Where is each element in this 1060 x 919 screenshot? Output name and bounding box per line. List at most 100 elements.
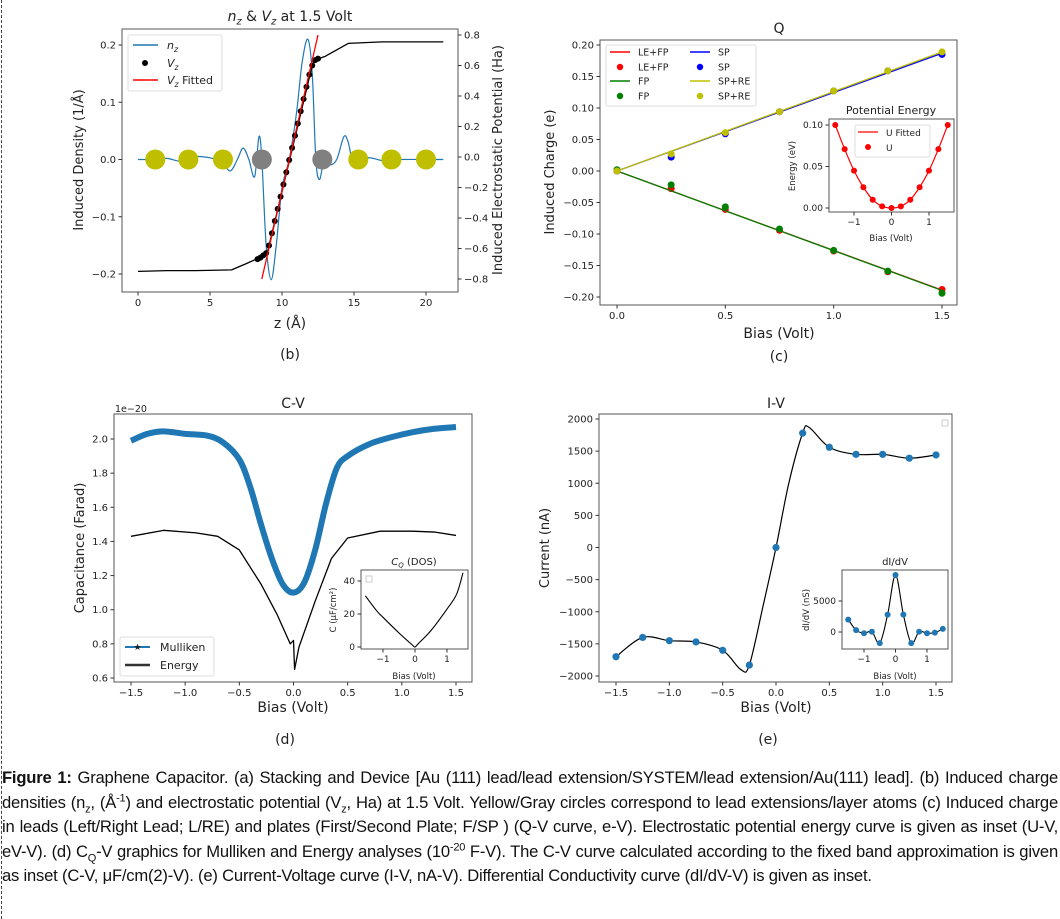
inset-legend-label: U	[886, 144, 893, 154]
y-tick-label: −1500	[559, 639, 593, 650]
series-energy-line	[130, 529, 457, 671]
x-tick-label: 1.0	[394, 688, 410, 699]
chart-title-part: z	[236, 17, 243, 28]
inset-title: dI/dV	[882, 557, 908, 568]
atom-circle	[212, 149, 233, 170]
series-point-fp	[830, 246, 838, 254]
series-point-sp-re	[776, 108, 783, 116]
x-tick-label: −1.0	[173, 688, 197, 699]
x-axis-label: Bias (Volt)	[257, 700, 328, 716]
inset-legend	[854, 124, 931, 158]
x-tick-label: 1	[924, 655, 930, 665]
series-v-z-point	[315, 55, 321, 62]
y-axis-label: Current (nA)	[538, 508, 553, 588]
inset-u-point	[916, 184, 923, 191]
caption-text: -20	[449, 841, 466, 854]
inset-cq-line	[364, 572, 464, 648]
caption-text: , (Å	[90, 792, 117, 812]
inset-title-part: C	[391, 557, 398, 568]
inset-legend-label: U Fitted	[886, 129, 921, 139]
y-tick-label: 0.0	[464, 153, 480, 164]
chart-title-part: n	[228, 9, 237, 25]
legend-label: SP+RE	[718, 92, 750, 103]
y-tick-label: 0.05	[572, 135, 594, 146]
y-tick-label: −0.1	[92, 212, 116, 223]
x-tick-label: 10	[276, 298, 289, 309]
y-axis-label: Induced Charge (e)	[543, 109, 558, 234]
inset-didv-point	[931, 629, 938, 636]
x-tick-label: 0.5	[340, 688, 356, 699]
series-iv-point	[639, 633, 647, 642]
inset-didv-point	[939, 625, 946, 632]
caption-text: F-V). The C-V curve calculated according…	[2, 841, 1058, 886]
inset-didv-point	[900, 611, 907, 618]
y-tick-label: 1.8	[92, 469, 108, 480]
series-point-fp	[667, 181, 675, 189]
y-tick-label: 2000	[568, 415, 593, 426]
legend-label: SP+RE	[718, 77, 750, 88]
legend-label: SP	[718, 48, 730, 59]
x-tick-label: −1	[376, 655, 389, 665]
caption-figure-label: Figure 1:	[2, 768, 72, 787]
y-tick-label: 0.00	[803, 204, 823, 214]
y-tick-label: 0.6	[92, 674, 108, 685]
series-iv-point	[665, 637, 673, 645]
series-iv-point	[772, 543, 780, 552]
inset-u-point	[832, 122, 839, 128]
y-tick-label: 0.4	[464, 92, 480, 103]
atom-circle	[348, 149, 369, 170]
legend-marker	[696, 63, 704, 71]
series-iv-point	[692, 638, 700, 646]
series-point-fp	[938, 289, 946, 297]
series-point-sp-re	[721, 129, 729, 137]
panel-label: (b)	[280, 347, 300, 363]
y-tick-label: −0.10	[563, 230, 594, 241]
series-point-fp	[721, 203, 729, 211]
inset-y-axis-label: dI/dV (nS)	[802, 589, 812, 631]
legend-label-part: Fitted	[179, 74, 213, 87]
inset-didv-point	[861, 630, 867, 637]
inset-didv-point	[868, 628, 875, 635]
y-tick-label: 0.2	[100, 41, 116, 52]
y-tick-label: 0.1	[100, 98, 116, 109]
x-tick-label: 0.5	[821, 688, 837, 699]
caption-text: -1	[116, 792, 126, 805]
series-point-fp	[884, 267, 892, 275]
y-tick-label: 0.2	[464, 122, 480, 133]
inset-x-axis-label: Bias (Volt)	[873, 672, 916, 682]
y-tick-label: 1.6	[92, 503, 108, 514]
panel-label: (d)	[275, 732, 295, 748]
inset-y-axis-label: Energy (eV)	[788, 141, 798, 191]
inset-u-point	[897, 203, 904, 210]
y-tick-label: 0.00	[572, 167, 594, 178]
y-tick-label: 0.10	[572, 104, 594, 115]
x-tick-label: 15	[348, 298, 361, 309]
inset-u-point	[869, 196, 876, 203]
inset-didv-point	[908, 640, 915, 647]
x-tick-label: 5	[207, 298, 213, 309]
y-tick-label: 0.6	[464, 61, 480, 72]
x-tick-label: −1	[847, 218, 860, 228]
series-iv-point	[852, 450, 860, 458]
inset-didv-point	[892, 571, 899, 578]
chart-title: C-V	[281, 396, 305, 412]
inset-empty-legend	[365, 575, 373, 583]
x-tick-label: −1	[857, 655, 870, 665]
series-point-sp-re	[884, 67, 892, 75]
caption-text: , Ha) at 1.5 Volt. Yellow/Gray circles c…	[2, 792, 1058, 861]
legend	[127, 34, 223, 92]
y-tick-label: 0	[830, 628, 836, 638]
series-mulliken-line	[129, 424, 457, 596]
chart-title: nz & Vz at 1.5 Volt	[228, 9, 353, 28]
y-tick-label: −0.05	[563, 198, 594, 209]
x-tick-label: 1.5	[928, 688, 944, 699]
inset-u-point	[879, 203, 886, 210]
y-tick-label: 1.0	[92, 605, 108, 616]
y-tick-label: 5000	[813, 597, 836, 607]
caption-text: z	[341, 802, 347, 815]
plot-frame	[599, 39, 958, 306]
atom-circle	[145, 149, 166, 170]
inset-legend-marker	[865, 144, 871, 150]
atom-circle	[312, 149, 333, 170]
inset-u-point	[860, 184, 867, 191]
